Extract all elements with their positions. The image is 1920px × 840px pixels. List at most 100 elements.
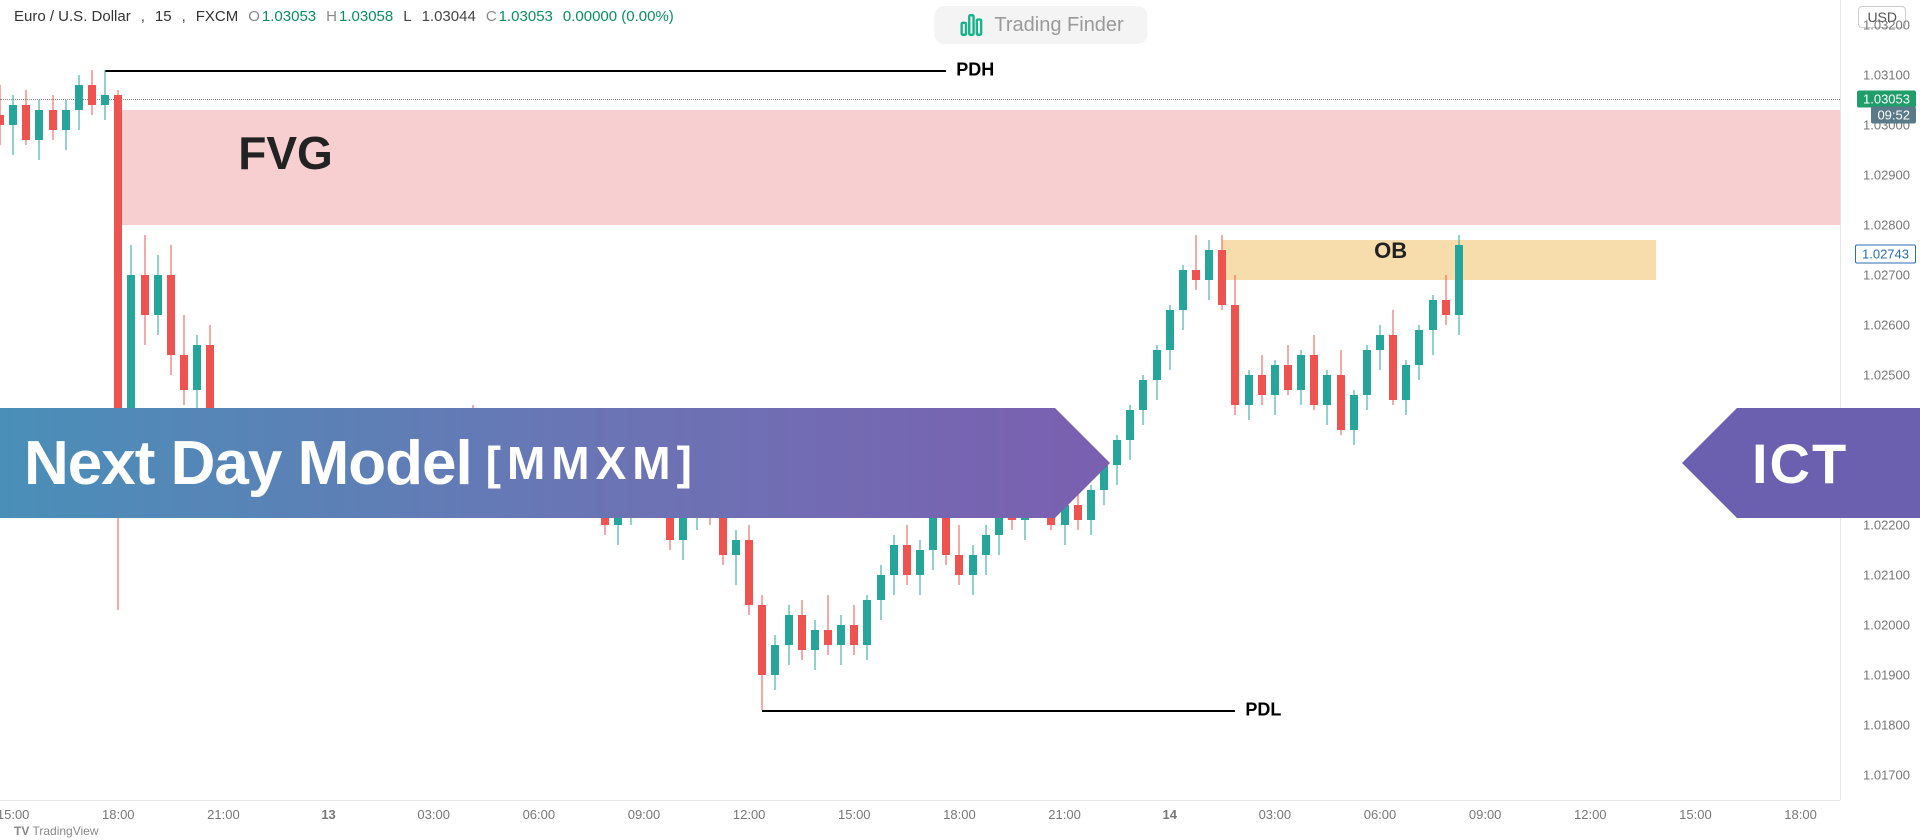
candle[interactable]: [1337, 0, 1345, 800]
candle[interactable]: [1021, 0, 1029, 800]
candle[interactable]: [509, 0, 517, 800]
candle[interactable]: [167, 0, 175, 800]
candle[interactable]: [706, 0, 714, 800]
candle[interactable]: [587, 0, 595, 800]
time-axis[interactable]: 15:0018:0021:001303:0006:0009:0012:0015:…: [0, 800, 1840, 840]
candle[interactable]: [561, 0, 569, 800]
candle[interactable]: [114, 0, 122, 800]
candle[interactable]: [1442, 0, 1450, 800]
candle[interactable]: [390, 0, 398, 800]
candle[interactable]: [298, 0, 306, 800]
candle[interactable]: [614, 0, 622, 800]
candle[interactable]: [535, 0, 543, 800]
candle[interactable]: [88, 0, 96, 800]
candle[interactable]: [456, 0, 464, 800]
candle[interactable]: [1192, 0, 1200, 800]
candle[interactable]: [1179, 0, 1187, 800]
candle[interactable]: [1100, 0, 1108, 800]
candle[interactable]: [548, 0, 556, 800]
candle[interactable]: [22, 0, 30, 800]
candle[interactable]: [850, 0, 858, 800]
candle[interactable]: [75, 0, 83, 800]
candle[interactable]: [1271, 0, 1279, 800]
candle[interactable]: [1034, 0, 1042, 800]
candle[interactable]: [35, 0, 43, 800]
candle[interactable]: [364, 0, 372, 800]
chart-plot-area[interactable]: FVGOBPDHPDL: [0, 0, 1840, 800]
candle[interactable]: [1429, 0, 1437, 800]
candle[interactable]: [837, 0, 845, 800]
candle[interactable]: [154, 0, 162, 800]
candle[interactable]: [1205, 0, 1213, 800]
candle[interactable]: [679, 0, 687, 800]
candle[interactable]: [49, 0, 57, 800]
candle[interactable]: [101, 0, 109, 800]
candle[interactable]: [1402, 0, 1410, 800]
candle[interactable]: [62, 0, 70, 800]
candle[interactable]: [1074, 0, 1082, 800]
candle[interactable]: [469, 0, 477, 800]
candle[interactable]: [955, 0, 963, 800]
candle[interactable]: [666, 0, 674, 800]
price-axis[interactable]: 1.032001.031001.030001.029001.028001.027…: [1840, 0, 1920, 800]
candle[interactable]: [193, 0, 201, 800]
candle[interactable]: [1389, 0, 1397, 800]
candle[interactable]: [995, 0, 1003, 800]
candle[interactable]: [969, 0, 977, 800]
candle[interactable]: [574, 0, 582, 800]
candle[interactable]: [1415, 0, 1423, 800]
candle[interactable]: [1258, 0, 1266, 800]
candle[interactable]: [811, 0, 819, 800]
candle[interactable]: [877, 0, 885, 800]
candle[interactable]: [1297, 0, 1305, 800]
candle[interactable]: [338, 0, 346, 800]
candle[interactable]: [1047, 0, 1055, 800]
candle[interactable]: [627, 0, 635, 800]
candle[interactable]: [785, 0, 793, 800]
candle[interactable]: [1323, 0, 1331, 800]
candle[interactable]: [640, 0, 648, 800]
candle[interactable]: [311, 0, 319, 800]
candle[interactable]: [1310, 0, 1318, 800]
candle[interactable]: [351, 0, 359, 800]
candle[interactable]: [430, 0, 438, 800]
candle[interactable]: [9, 0, 17, 800]
candle[interactable]: [259, 0, 267, 800]
candle[interactable]: [890, 0, 898, 800]
candle[interactable]: [929, 0, 937, 800]
candle[interactable]: [417, 0, 425, 800]
candle[interactable]: [206, 0, 214, 800]
candle[interactable]: [1218, 0, 1226, 800]
candle[interactable]: [601, 0, 609, 800]
candle[interactable]: [916, 0, 924, 800]
candle[interactable]: [522, 0, 530, 800]
candle[interactable]: [127, 0, 135, 800]
candle[interactable]: [482, 0, 490, 800]
candle[interactable]: [1363, 0, 1371, 800]
candle[interactable]: [403, 0, 411, 800]
candle[interactable]: [325, 0, 333, 800]
candle[interactable]: [219, 0, 227, 800]
candle[interactable]: [246, 0, 254, 800]
candle[interactable]: [1153, 0, 1161, 800]
candle[interactable]: [1231, 0, 1239, 800]
candle[interactable]: [1455, 0, 1463, 800]
candle[interactable]: [377, 0, 385, 800]
candle[interactable]: [1350, 0, 1358, 800]
candle[interactable]: [719, 0, 727, 800]
candle[interactable]: [942, 0, 950, 800]
candle[interactable]: [1061, 0, 1069, 800]
candle[interactable]: [1245, 0, 1253, 800]
candle[interactable]: [1166, 0, 1174, 800]
candle[interactable]: [1113, 0, 1121, 800]
candle[interactable]: [1008, 0, 1016, 800]
candle[interactable]: [745, 0, 753, 800]
candle[interactable]: [982, 0, 990, 800]
candle[interactable]: [1087, 0, 1095, 800]
candle[interactable]: [824, 0, 832, 800]
candle[interactable]: [272, 0, 280, 800]
candle[interactable]: [693, 0, 701, 800]
candle[interactable]: [771, 0, 779, 800]
candle[interactable]: [0, 0, 4, 800]
candle[interactable]: [653, 0, 661, 800]
